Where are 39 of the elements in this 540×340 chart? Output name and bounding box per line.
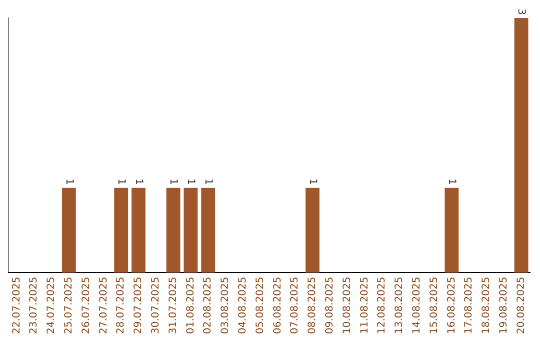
x-tick-label: 24.07.2025: [46, 276, 58, 334]
x-tick-label: 18.08.2025: [481, 276, 492, 334]
data-label: 1: [446, 178, 458, 185]
x-tick-label: 10.08.2025: [342, 276, 353, 334]
x-tick-label: 22.07.2025: [11, 276, 22, 334]
data-label: 1: [185, 178, 196, 185]
data-label: 1: [168, 178, 179, 185]
x-tick-label: 31.07.2025: [168, 276, 179, 334]
x-tick-label: 06.08.2025: [272, 276, 284, 334]
data-label: 1: [116, 178, 127, 185]
data-label: 1: [306, 178, 318, 185]
data-label: 1: [202, 178, 214, 185]
x-tick-label: 03.08.2025: [220, 276, 232, 334]
data-label: 1: [132, 178, 144, 185]
data-label: 1: [63, 178, 74, 185]
x-tick-label: 19.08.2025: [498, 276, 510, 334]
x-tick-label: 20.08.2025: [516, 276, 527, 334]
x-tick-label: 16.08.2025: [446, 276, 458, 334]
data-label: 3: [516, 8, 527, 15]
x-tick-label: 08.08.2025: [307, 276, 318, 334]
x-tick-label: 01.08.2025: [185, 276, 196, 334]
x-tick-label: 28.07.2025: [116, 276, 127, 334]
x-tick-label: 27.07.2025: [98, 276, 110, 334]
x-tick-label: 29.07.2025: [133, 276, 144, 334]
x-tick-label: 04.08.2025: [237, 276, 248, 334]
x-tick-label: 25.07.2025: [63, 276, 74, 334]
x-tick-label: 15.08.2025: [428, 276, 440, 334]
x-tick-label: 23.07.2025: [28, 276, 40, 334]
x-tick-label: 14.08.2025: [411, 276, 422, 334]
x-tick-label: 05.08.2025: [254, 276, 266, 334]
x-tick-label: 26.07.2025: [80, 276, 92, 334]
x-tick-label: 13.08.2025: [394, 276, 406, 334]
x-tick-label: 09.08.2025: [324, 276, 336, 334]
x-tick-label: 30.07.2025: [150, 276, 162, 334]
x-tick-label: 17.08.2025: [464, 276, 475, 334]
x-tick-label: 11.08.2025: [359, 276, 370, 334]
x-tick-label: 07.08.2025: [290, 276, 301, 334]
x-tick-label: 12.08.2025: [376, 276, 388, 334]
x-tick-label: 02.08.2025: [202, 276, 214, 334]
